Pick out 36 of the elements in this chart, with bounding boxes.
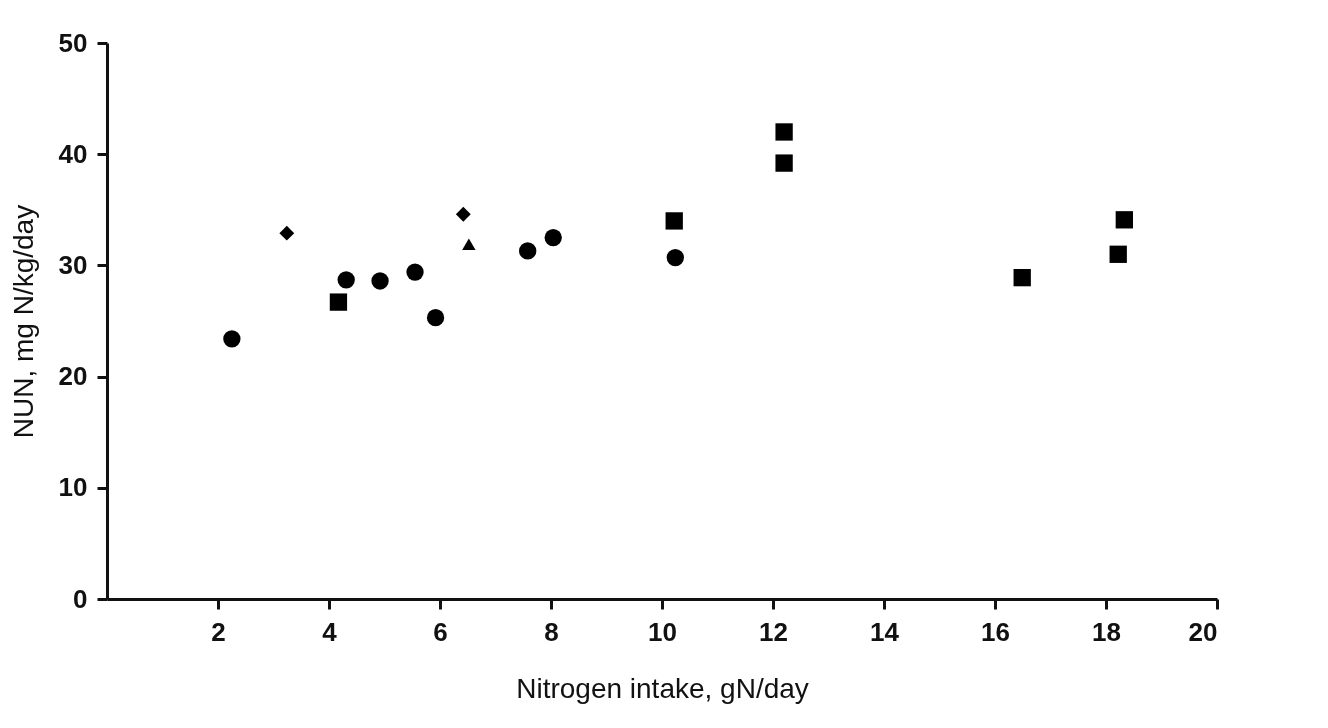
- x-tick-label: 20: [1188, 616, 1218, 647]
- x-tick-label: 2: [211, 616, 226, 647]
- y-axis-title: NUN, mg N/kg/day: [7, 204, 39, 439]
- point: [455, 206, 471, 222]
- y-tick-label: 40: [58, 138, 88, 169]
- x-tick-label: 12: [759, 616, 788, 647]
- point: [279, 225, 295, 241]
- y-tick-label: 0: [73, 583, 88, 614]
- point: [406, 263, 424, 281]
- point: [1109, 245, 1127, 263]
- y-tick-label: 10: [58, 472, 88, 503]
- point: [544, 228, 562, 247]
- point: [426, 309, 445, 327]
- point: [1013, 268, 1031, 287]
- x-tick-label: 8: [544, 616, 559, 647]
- point: [337, 271, 355, 289]
- x-tick-label: 14: [870, 616, 900, 647]
- x-tick-label: 6: [433, 616, 448, 647]
- x-tick-label: 16: [981, 616, 1010, 647]
- y-tick-label: 20: [58, 361, 88, 392]
- point: [1115, 211, 1133, 229]
- x-tick-label: 4: [322, 616, 338, 647]
- y-tick-label: 50: [58, 27, 88, 58]
- y-tick-label: 30: [58, 249, 88, 280]
- point: [775, 123, 793, 141]
- point: [371, 272, 389, 290]
- x-tick-label: 18: [1092, 616, 1121, 647]
- x-tick-label: 10: [648, 616, 677, 647]
- point: [775, 154, 793, 172]
- point: [462, 238, 476, 251]
- point: [223, 330, 241, 348]
- point: [666, 248, 684, 267]
- point: [329, 293, 348, 311]
- point: [519, 242, 537, 260]
- x-axis-title: Nitrogen intake, gN/day: [516, 672, 809, 704]
- point: [665, 212, 683, 230]
